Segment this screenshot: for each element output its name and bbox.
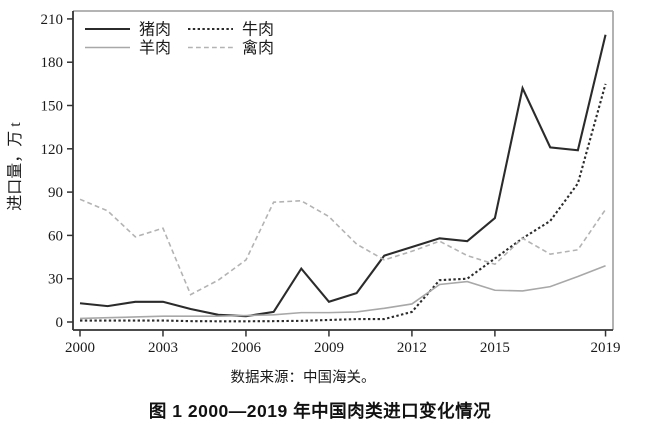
legend-label-mutton: 羊肉 (139, 39, 171, 57)
x-axis-tick-label: 2015 (480, 340, 510, 356)
x-axis-tick-label: 2006 (231, 340, 262, 356)
y-axis-title: 进口量，万 t (6, 122, 24, 211)
legend-label-beef: 牛肉 (242, 21, 274, 39)
y-axis-tick-label: 0 (56, 315, 64, 331)
meat-imports-line-chart: 0 30 60 90 120 150 180 210 2000 2003 2006 2009 2012 2… (6, 10, 621, 356)
legend-label-poultry: 禽肉 (242, 39, 274, 57)
series-line-pork (79, 34, 607, 318)
source-note: 数据来源：中国海关。 (230, 370, 376, 386)
y-axis-tick-label: 90 (48, 185, 63, 201)
y-axis-tick-label: 120 (41, 142, 64, 158)
figure-title: 图 1 2000—2019 年中国肉类进口变化情况 (148, 401, 492, 421)
y-axis-tick-label: 210 (41, 12, 64, 28)
y-axis-tick-label: 150 (41, 99, 64, 115)
y-axis-tick-label: 30 (48, 272, 63, 288)
series-line-mutton (79, 264, 606, 320)
x-axis-tick-label: 2019 (591, 340, 621, 356)
x-axis-tick-label: 2003 (148, 340, 178, 356)
y-axis-tick-label: 60 (48, 228, 63, 244)
x-axis-tick-label: 2012 (397, 340, 427, 356)
x-axis-tick-label: 2009 (314, 340, 344, 356)
y-axis-tick-label: 180 (41, 55, 64, 71)
series-line-poultry (79, 198, 607, 296)
legend-label-pork: 猪肉 (139, 21, 171, 39)
series-line-beef (80, 83, 607, 323)
x-axis-tick-label: 2000 (65, 340, 95, 356)
